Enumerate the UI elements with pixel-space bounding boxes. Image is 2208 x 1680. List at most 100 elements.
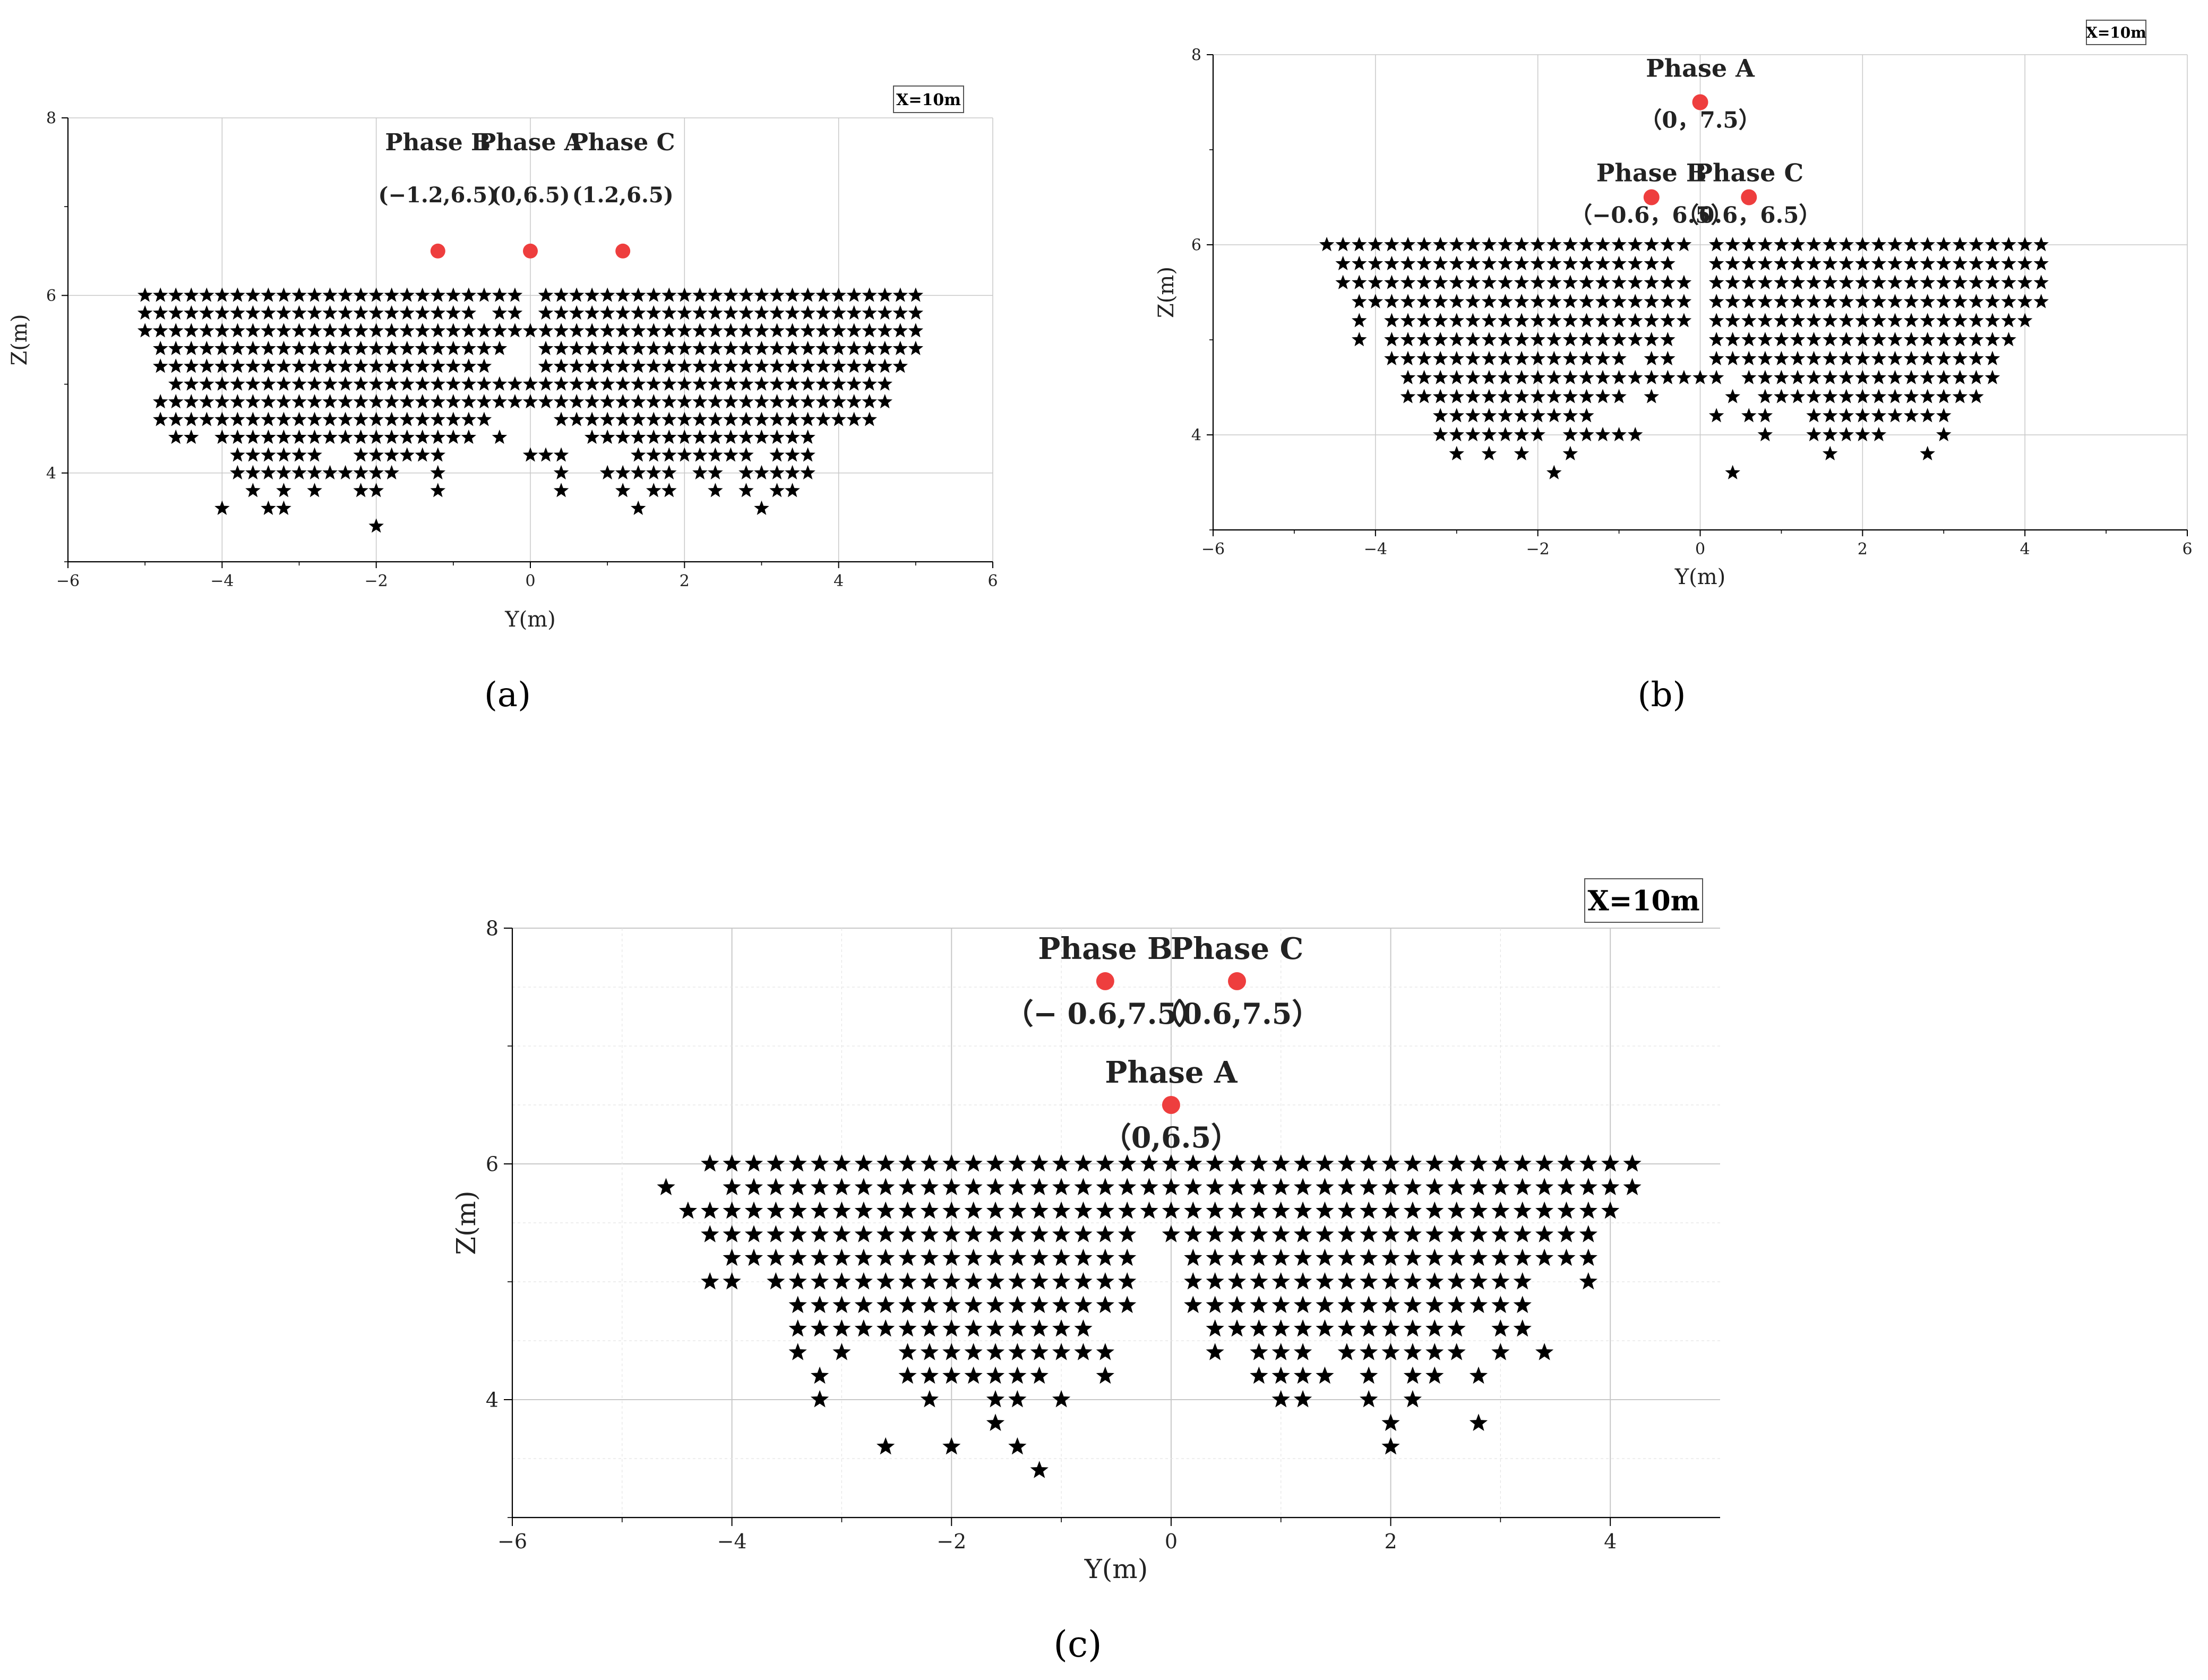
point-star bbox=[1481, 255, 1497, 270]
point-star bbox=[1498, 332, 1513, 347]
point-star bbox=[307, 287, 322, 302]
point-star bbox=[261, 376, 276, 391]
point-star bbox=[1562, 237, 1578, 252]
point-star bbox=[430, 287, 446, 302]
point-star bbox=[661, 323, 677, 338]
point-star bbox=[892, 305, 908, 320]
point-star bbox=[800, 376, 815, 391]
point-star bbox=[1491, 1154, 1510, 1172]
point-star bbox=[384, 465, 399, 479]
point-star bbox=[877, 305, 893, 320]
point-star bbox=[1250, 1225, 1268, 1242]
point-star bbox=[1903, 275, 1919, 289]
point-star bbox=[415, 305, 431, 320]
point-star bbox=[1708, 237, 1724, 252]
point-star bbox=[476, 323, 492, 338]
point-star bbox=[1535, 1154, 1554, 1172]
point-star bbox=[986, 1296, 1005, 1313]
point-star bbox=[738, 429, 754, 444]
point-star bbox=[1838, 237, 1854, 252]
point-star bbox=[1562, 389, 1578, 404]
point-star bbox=[738, 340, 754, 355]
point-star bbox=[1030, 1366, 1049, 1384]
phase-name-label: Phase C bbox=[571, 129, 675, 156]
point-star bbox=[1644, 389, 1660, 404]
point-star bbox=[1227, 1248, 1247, 1266]
phase-name-label: Phase B bbox=[385, 129, 491, 156]
point-star bbox=[1368, 275, 1384, 289]
point-star bbox=[723, 1272, 741, 1290]
point-star bbox=[368, 412, 384, 426]
point-star bbox=[723, 340, 738, 355]
point-star bbox=[1579, 1201, 1597, 1219]
point-star bbox=[1708, 332, 1724, 347]
y-tick-label: 6 bbox=[1191, 236, 1201, 255]
point-star bbox=[430, 340, 446, 355]
point-star bbox=[785, 340, 800, 355]
point-star bbox=[1790, 389, 1806, 404]
x-axis-label: Y(m) bbox=[504, 607, 556, 632]
point-star bbox=[754, 465, 769, 479]
point-star bbox=[261, 429, 276, 444]
point-star bbox=[1481, 370, 1497, 384]
point-star bbox=[1579, 1225, 1597, 1242]
point-star bbox=[1562, 313, 1578, 328]
point-star bbox=[1118, 1225, 1137, 1242]
point-star bbox=[1449, 408, 1465, 423]
point-star bbox=[230, 412, 245, 426]
point-star bbox=[569, 412, 585, 426]
point-star bbox=[1381, 1201, 1400, 1219]
point-star bbox=[657, 1178, 675, 1195]
point-star bbox=[214, 323, 230, 338]
point-star bbox=[1449, 332, 1465, 347]
phase-coord-label: （− 0.6,7.5） bbox=[1004, 997, 1206, 1031]
point-star bbox=[1184, 1296, 1202, 1313]
point-star bbox=[1790, 255, 1806, 270]
point-star bbox=[1384, 332, 1399, 347]
point-star bbox=[942, 1178, 961, 1195]
point-star bbox=[569, 394, 585, 409]
point-star bbox=[1513, 1272, 1532, 1290]
point-star bbox=[1774, 370, 1789, 384]
point-star bbox=[920, 1248, 939, 1266]
point-star bbox=[199, 323, 214, 338]
point-star bbox=[1644, 332, 1660, 347]
point-star bbox=[1969, 370, 1984, 384]
point-star bbox=[214, 429, 230, 444]
point-star bbox=[152, 394, 168, 409]
point-star bbox=[788, 1343, 807, 1360]
point-star bbox=[1384, 350, 1399, 365]
point-star bbox=[1513, 1178, 1532, 1195]
point-star bbox=[507, 323, 523, 338]
point-star bbox=[291, 376, 307, 391]
point-star bbox=[877, 376, 893, 391]
point-star bbox=[1465, 294, 1481, 308]
point-star bbox=[1822, 255, 1838, 270]
point-star bbox=[168, 323, 184, 338]
point-star bbox=[1381, 1319, 1400, 1337]
point-star bbox=[877, 323, 893, 338]
point-star bbox=[2017, 313, 2033, 328]
point-star bbox=[230, 376, 245, 391]
point-star bbox=[1491, 1343, 1510, 1360]
point-star bbox=[1360, 1390, 1378, 1408]
point-star bbox=[1432, 389, 1448, 404]
point-star bbox=[1708, 313, 1724, 328]
point-star bbox=[942, 1437, 961, 1455]
point-star bbox=[723, 358, 738, 373]
point-star bbox=[1790, 332, 1806, 347]
point-star bbox=[800, 358, 815, 373]
point-star bbox=[800, 340, 815, 355]
point-star bbox=[785, 412, 800, 426]
point-star bbox=[1008, 1437, 1027, 1455]
point-star bbox=[1887, 332, 1903, 347]
point-star bbox=[1184, 1178, 1202, 1195]
x-tick-label: −4 bbox=[210, 572, 234, 590]
point-star bbox=[553, 376, 569, 391]
point-star bbox=[353, 305, 368, 320]
point-star bbox=[1498, 427, 1513, 442]
point-star bbox=[1984, 294, 2000, 308]
point-star bbox=[723, 1178, 741, 1195]
point-star bbox=[1403, 1178, 1422, 1195]
point-star bbox=[754, 376, 769, 391]
